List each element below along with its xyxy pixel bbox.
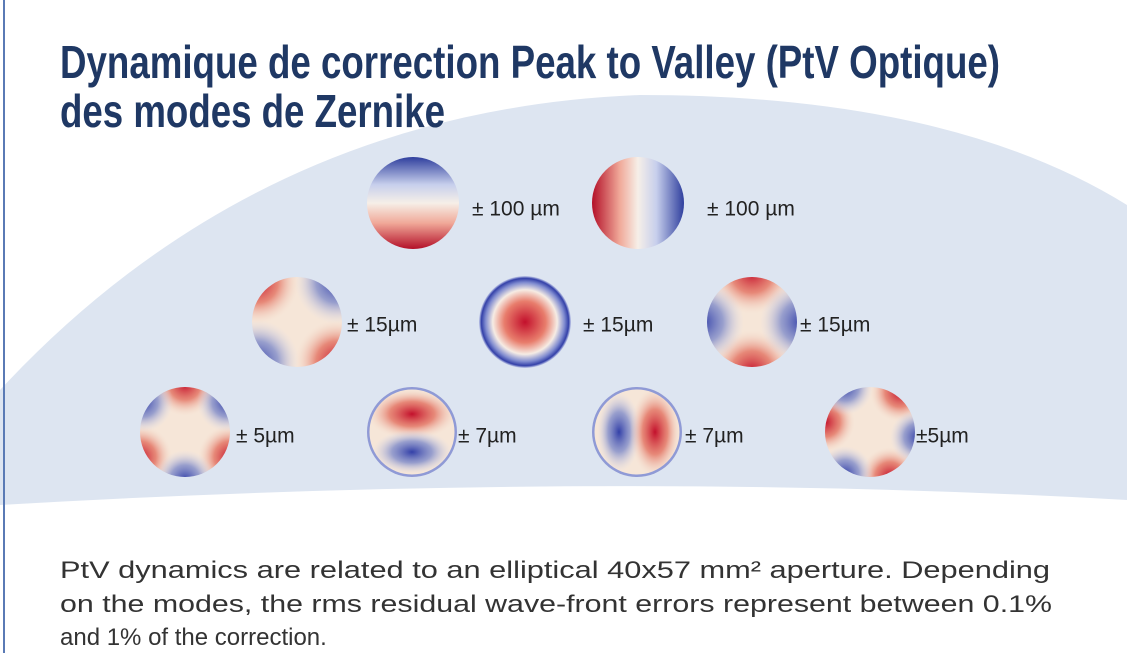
mode-map	[479, 276, 571, 368]
caption-line: PtV dynamics are related to an elliptica…	[60, 557, 1050, 584]
mode-map	[592, 157, 684, 249]
title-line: Dynamique de correction Peak to Valley (…	[60, 36, 1000, 88]
mode-map	[367, 157, 459, 249]
mode-label: ± 15µm	[583, 314, 653, 337]
mode-label: ± 100 µm	[707, 198, 795, 221]
slide: Dynamique de correction Peak to Valley (…	[0, 0, 1127, 653]
mode-map	[367, 387, 457, 477]
mode-label: ± 5µm	[236, 425, 295, 448]
mode-label: ±5µm	[916, 425, 969, 448]
caption-line: and 1% of the correction.	[60, 624, 327, 651]
mode-label: ± 7µm	[685, 425, 744, 448]
mode-label: ± 15µm	[800, 314, 870, 337]
mode-label: ± 15µm	[347, 314, 417, 337]
mode-label: ± 7µm	[458, 425, 517, 448]
title-line: des modes de Zernike	[60, 85, 445, 137]
mode-map	[592, 387, 682, 477]
mode-label: ± 100 µm	[472, 198, 560, 221]
caption-line: on the modes, the rms residual wave-fron…	[60, 591, 1052, 618]
